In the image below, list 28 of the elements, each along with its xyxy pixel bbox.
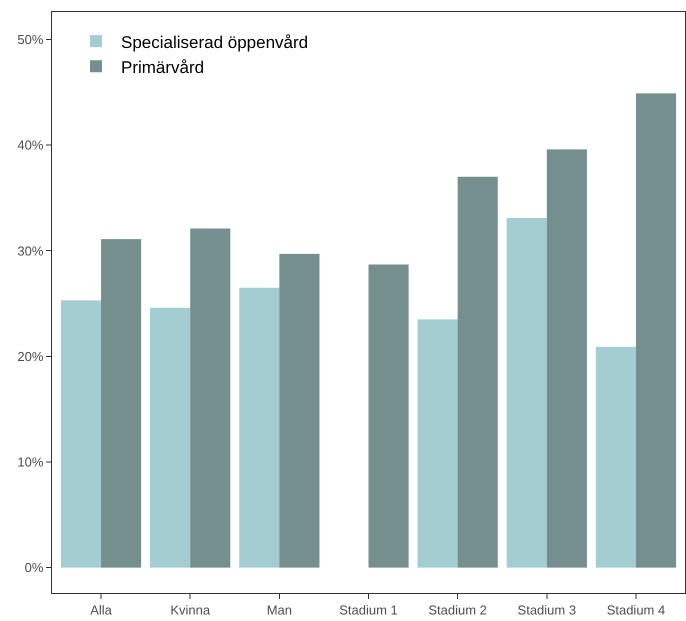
x-tick-label: Man [266, 602, 292, 618]
bar [636, 93, 676, 568]
bar [596, 346, 636, 568]
bar [101, 239, 142, 568]
bar [239, 288, 280, 568]
x-tick-label: Stadium 2 [428, 602, 487, 618]
y-tick-label: 40% [17, 138, 44, 153]
bar [60, 300, 102, 568]
x-tick-label: Stadium 4 [606, 602, 666, 618]
x-tick-label: Stadium 1 [339, 602, 398, 618]
bar [368, 264, 409, 568]
y-tick-label: 10% [17, 454, 44, 470]
y-tick-label: 20% [17, 348, 44, 364]
bar [190, 228, 230, 568]
y-tick-label: 30% [17, 243, 44, 258]
x-tick-label: Stadium 3 [518, 602, 576, 618]
bar [546, 149, 587, 568]
bar [150, 308, 190, 568]
y-tick-label: 0% [24, 560, 44, 576]
legend-label: Specialiserad öppenvård [120, 32, 308, 52]
bar [506, 218, 547, 568]
bar [418, 319, 458, 568]
x-tick-label: Alla [90, 602, 113, 618]
bar [279, 254, 320, 568]
legend-label: Primärvård [120, 58, 204, 77]
bar [458, 176, 498, 568]
y-tick-label: 50% [17, 32, 44, 48]
x-tick-label: Kvinna [170, 602, 211, 618]
